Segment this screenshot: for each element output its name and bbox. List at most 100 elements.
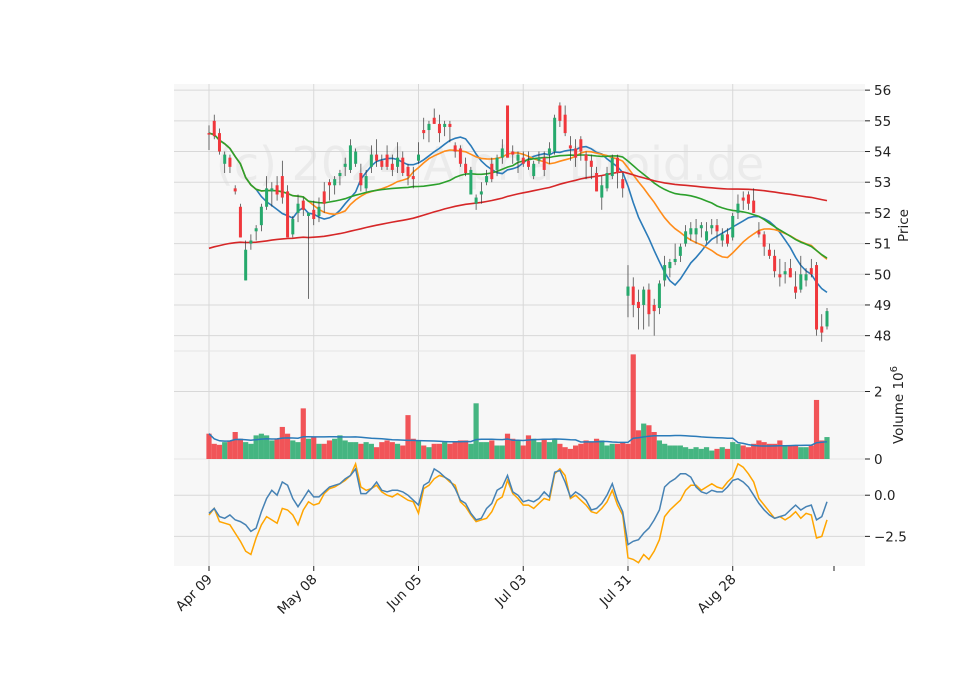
volume-bar — [379, 442, 385, 459]
candle-body — [746, 194, 750, 204]
oscillator-axis-tick-label: 0.0 — [874, 488, 895, 504]
price-axis-tick-label: 56 — [874, 83, 891, 99]
volume-bar — [567, 448, 573, 459]
oscillator-axis-tick-label: −2.5 — [874, 529, 907, 545]
volume-bar — [808, 445, 814, 459]
oscillator-blue-line — [208, 467, 828, 546]
volume-bar — [819, 440, 825, 459]
volume-bar — [562, 447, 568, 459]
volume-bar — [609, 443, 615, 459]
volume-bar — [447, 443, 453, 459]
volume-bar — [803, 447, 809, 459]
candle-body — [401, 157, 405, 173]
candle-body — [448, 123, 452, 127]
volume-bar — [667, 445, 673, 459]
candle-body — [228, 157, 232, 167]
volume-bar — [400, 445, 406, 459]
volume-bar — [578, 443, 584, 459]
volume-bar — [761, 442, 767, 459]
candle-body — [741, 197, 745, 201]
volume-bar — [777, 440, 783, 459]
price-axis-tick-label: 53 — [874, 175, 891, 191]
volume-bar — [206, 433, 212, 459]
candle-body — [636, 301, 640, 309]
volume-bar — [557, 443, 563, 459]
candle-body — [422, 130, 426, 134]
candle-body — [511, 151, 515, 155]
candle-body — [474, 197, 478, 204]
candle-body — [443, 123, 447, 127]
volume-bar — [442, 442, 448, 459]
volume-bar — [237, 438, 244, 459]
volume-bar — [709, 450, 715, 459]
volume-bar — [756, 440, 762, 459]
volume-bar — [494, 445, 500, 459]
candle-body — [479, 191, 483, 195]
candle-body — [621, 179, 625, 189]
candle-body — [369, 154, 373, 167]
x-axis-tick-label: Jul 31 — [596, 572, 635, 611]
candle-body — [684, 231, 688, 244]
candle-body — [542, 157, 546, 170]
candle-body — [699, 225, 703, 229]
volume-bar — [730, 442, 736, 459]
volume-bar — [227, 440, 233, 459]
volume-bar — [583, 440, 589, 459]
candle-body — [464, 163, 468, 173]
volume-bar — [635, 430, 642, 459]
candle-body — [673, 258, 677, 262]
volume-bar — [457, 440, 463, 459]
candle-body — [820, 326, 824, 333]
price-axis-tick-label: 54 — [874, 145, 891, 161]
volume-bar — [740, 445, 746, 459]
price-axis-label: Price — [896, 209, 912, 242]
candle-body — [485, 176, 489, 183]
candle-body — [416, 154, 420, 161]
candle-body — [495, 157, 499, 170]
price-axis-tick-label: 49 — [874, 298, 891, 314]
candle-body — [799, 274, 803, 290]
volume-bar — [651, 432, 657, 459]
candle-body — [574, 148, 578, 158]
candle-body — [705, 231, 709, 241]
candle-body — [375, 154, 379, 161]
candle-body — [720, 234, 724, 241]
candle-body — [825, 311, 829, 327]
volume-bar — [588, 442, 594, 459]
candle-body — [223, 154, 227, 164]
volume-bar — [599, 440, 605, 459]
volume-bar — [274, 438, 280, 459]
volume-bar — [792, 445, 799, 459]
candle-body — [809, 268, 813, 275]
volume-bar — [300, 408, 306, 459]
candle-body — [270, 188, 274, 192]
candle-body — [547, 148, 551, 155]
candle-body — [490, 163, 494, 180]
candle-body — [338, 173, 342, 177]
candle-body — [212, 120, 216, 137]
candle-body — [642, 289, 646, 305]
candle-body — [411, 176, 415, 180]
volume-bar — [216, 444, 223, 459]
candle-body — [815, 265, 819, 330]
volume-bar — [625, 443, 631, 459]
candle-body — [694, 228, 698, 235]
volume-bar — [332, 438, 338, 459]
volume-bar — [305, 438, 312, 459]
candle-body — [249, 240, 253, 244]
candle-body — [265, 188, 269, 207]
volume-bar — [321, 443, 327, 459]
volume-bar — [688, 448, 694, 459]
candle-body — [563, 114, 567, 134]
volume-bar — [478, 442, 484, 459]
candle-body — [516, 154, 520, 161]
volume-bar — [772, 443, 778, 459]
candle-body — [259, 206, 263, 226]
candle-body — [532, 163, 536, 177]
candle-body — [778, 274, 782, 278]
volume-bar — [604, 445, 610, 459]
candle-body — [757, 231, 761, 235]
volume-bar — [222, 442, 228, 459]
x-axis-tick-label: Apr 09 — [173, 572, 216, 615]
